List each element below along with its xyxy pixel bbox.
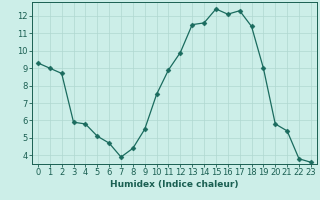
X-axis label: Humidex (Indice chaleur): Humidex (Indice chaleur) [110,180,239,189]
